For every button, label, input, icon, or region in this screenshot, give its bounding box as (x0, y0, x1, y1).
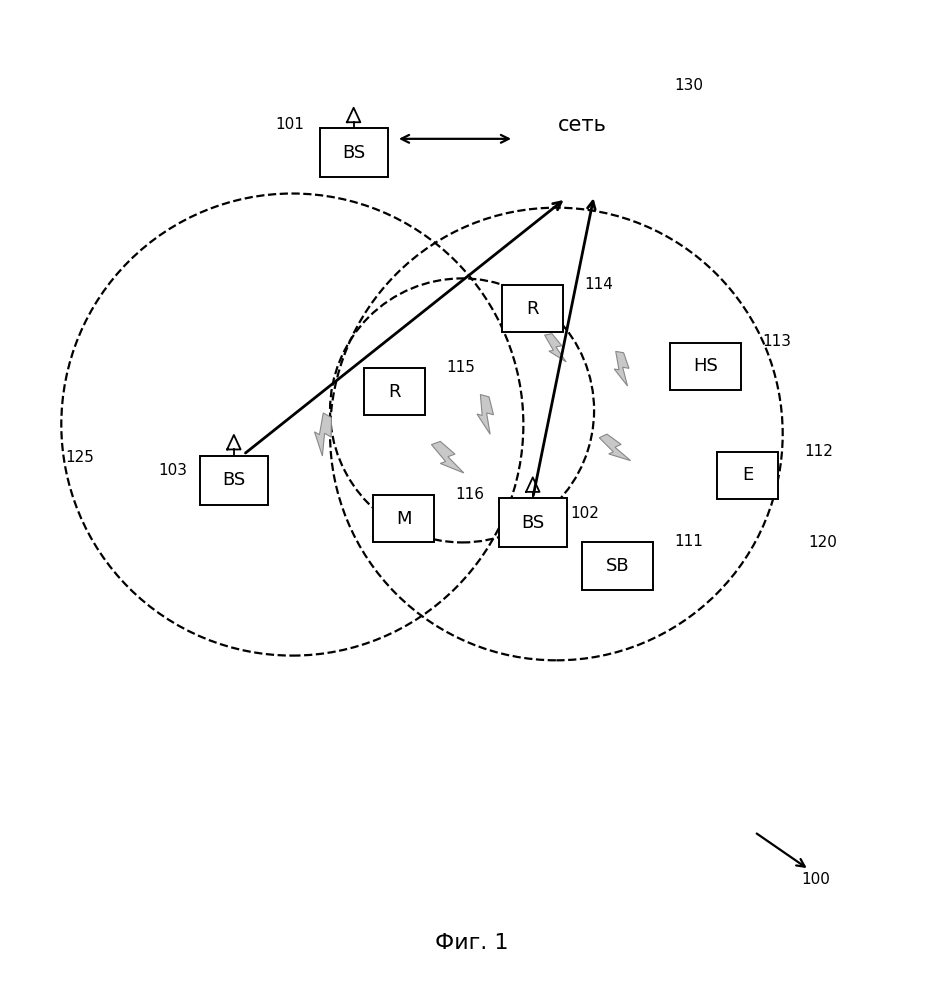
Text: 100: 100 (802, 872, 830, 887)
FancyBboxPatch shape (499, 498, 567, 547)
Circle shape (473, 99, 545, 171)
Polygon shape (614, 351, 629, 386)
Polygon shape (599, 434, 631, 461)
Text: BS: BS (521, 514, 544, 532)
Text: 101: 101 (275, 117, 304, 132)
FancyBboxPatch shape (372, 495, 434, 542)
Text: 120: 120 (809, 535, 837, 550)
Text: Фиг. 1: Фиг. 1 (435, 933, 508, 953)
FancyBboxPatch shape (320, 128, 388, 177)
Circle shape (632, 90, 707, 165)
Circle shape (594, 56, 681, 143)
Text: 116: 116 (455, 487, 485, 502)
Text: R: R (526, 300, 539, 318)
Polygon shape (477, 395, 493, 434)
Text: 113: 113 (762, 334, 791, 349)
Text: BS: BS (342, 144, 365, 162)
Circle shape (537, 31, 638, 133)
FancyBboxPatch shape (502, 285, 563, 332)
FancyBboxPatch shape (670, 343, 741, 390)
Ellipse shape (488, 77, 677, 163)
Text: HS: HS (693, 357, 718, 375)
FancyBboxPatch shape (200, 456, 268, 505)
FancyBboxPatch shape (363, 368, 424, 415)
Text: R: R (388, 383, 401, 401)
Text: 103: 103 (158, 463, 187, 478)
Text: сеть: сеть (558, 115, 607, 135)
Text: 114: 114 (585, 277, 614, 292)
Circle shape (611, 112, 683, 184)
Polygon shape (544, 334, 566, 362)
FancyBboxPatch shape (583, 542, 653, 590)
Text: M: M (396, 510, 411, 528)
Text: E: E (742, 466, 753, 484)
Circle shape (498, 54, 588, 144)
Polygon shape (315, 413, 331, 456)
Text: 102: 102 (571, 506, 599, 521)
Text: 112: 112 (804, 444, 834, 459)
Circle shape (534, 116, 613, 195)
Polygon shape (432, 441, 464, 473)
Text: 115: 115 (446, 360, 475, 375)
Text: SB: SB (605, 557, 630, 575)
Text: 125: 125 (66, 450, 94, 465)
Text: 111: 111 (674, 534, 703, 549)
Text: BS: BS (223, 471, 245, 489)
Text: 130: 130 (674, 78, 703, 93)
FancyBboxPatch shape (718, 452, 779, 499)
